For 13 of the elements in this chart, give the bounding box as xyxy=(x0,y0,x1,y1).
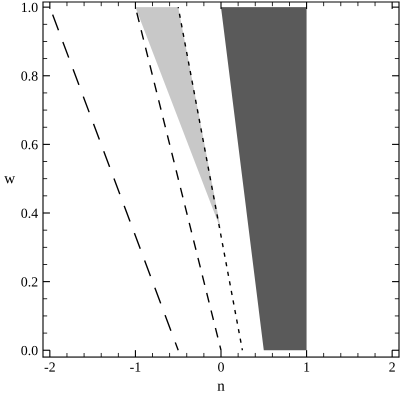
y-tick-label: 0.2 xyxy=(21,277,38,287)
x-tick-label: -2 xyxy=(44,362,55,372)
x-tick-label: 2 xyxy=(389,362,395,372)
y-tick-label: 0.6 xyxy=(21,140,38,150)
y-tick-label: 0.4 xyxy=(21,208,38,218)
x-tick-label: -1 xyxy=(130,362,140,372)
x-axis-title: n xyxy=(218,384,225,391)
y-tick-label: 0.8 xyxy=(21,71,38,81)
x-tick-label: 1 xyxy=(304,362,310,372)
x-tick-label: 0 xyxy=(218,362,224,372)
y-tick-label: 0.0 xyxy=(21,346,38,356)
y-tick-label: 1.0 xyxy=(22,2,38,12)
y-axis-title: w xyxy=(4,176,16,184)
